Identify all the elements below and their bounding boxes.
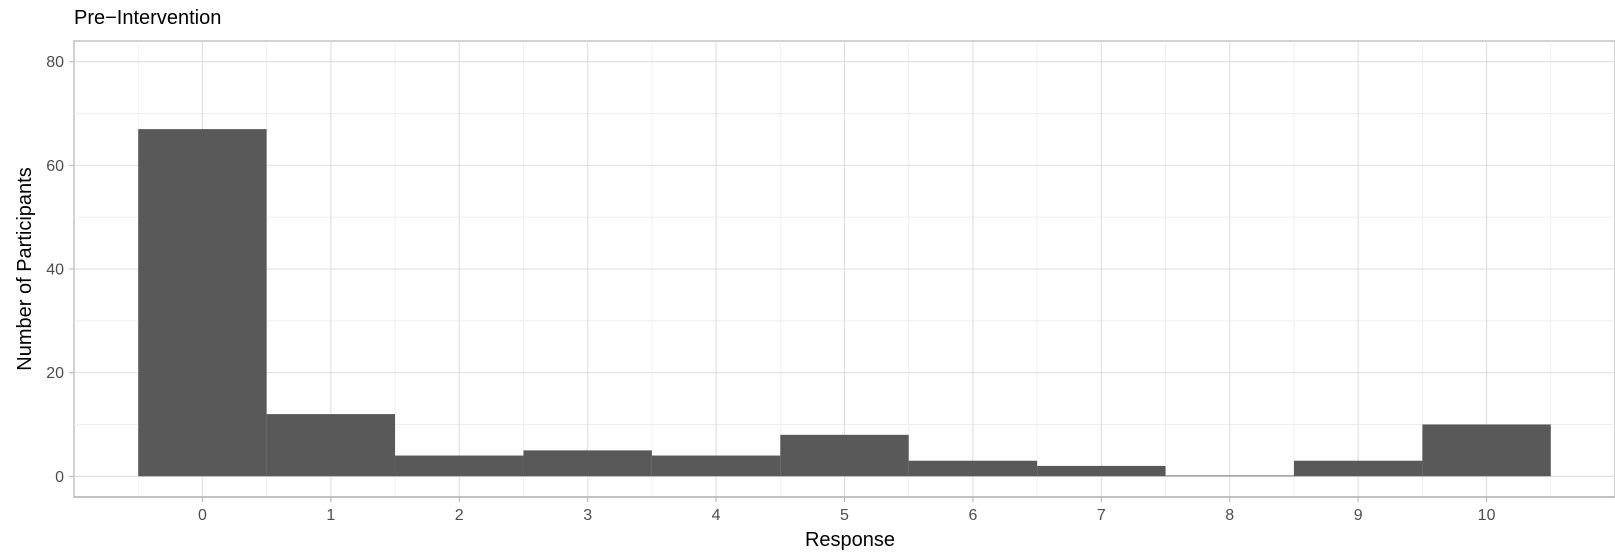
x-tick-label: 5 [840,507,849,524]
bar-0 [138,129,267,477]
bar-6 [908,460,1038,477]
x-tick-label: 0 [198,507,207,524]
y-axis-ticks: 0 20 40 60 80 [46,54,74,486]
bar-4 [651,455,781,477]
bars [138,129,1551,477]
x-axis-title: Response [805,529,895,551]
x-axis-ticks: 0 1 2 3 4 5 6 7 8 9 10 [198,497,1496,524]
y-tick-label: 40 [46,262,64,279]
y-tick-label: 0 [55,469,64,486]
x-tick-label: 7 [1097,507,1106,524]
bar-7 [1037,465,1166,477]
bar-5 [780,434,909,477]
x-tick-label: 3 [583,507,592,524]
bar-9 [1293,460,1423,477]
x-tick-label: 6 [968,507,977,524]
bar-1 [266,414,396,477]
y-tick-label: 80 [46,54,64,71]
bar-3 [523,450,652,477]
y-tick-label: 60 [46,158,64,175]
x-tick-label: 9 [1354,507,1363,524]
bar-10 [1422,424,1551,477]
x-tick-label: 8 [1225,507,1234,524]
x-tick-label: 10 [1478,507,1496,524]
y-tick-label: 20 [46,365,64,382]
bar-2 [395,455,524,477]
y-axis-title: Number of Participants [14,167,36,370]
chart-title: Pre−Intervention [74,7,221,29]
x-tick-label: 2 [455,507,464,524]
bar-8 [1165,475,1294,477]
x-tick-label: 1 [326,507,335,524]
x-tick-label: 4 [712,507,721,524]
